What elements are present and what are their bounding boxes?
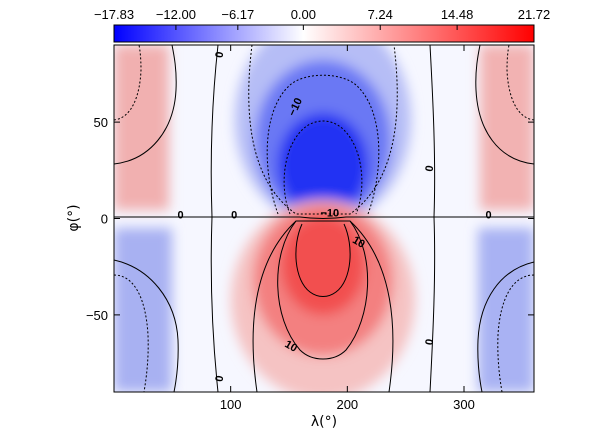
x-axis-title: λ(°) [311, 414, 337, 430]
contour-minus-fifteen [283, 120, 363, 215]
region-red-upper-right [480, 45, 534, 210]
contour-minus-five-lower-right [497, 274, 534, 392]
contour-zero-right-meridian [429, 45, 436, 392]
contour-zero-upper-right [475, 45, 534, 165]
colorbar-tick-label: 0.00 [291, 7, 316, 22]
contour-label: 0 [214, 375, 227, 383]
contour-plus-fifteen [295, 223, 351, 297]
colorbar-tick-label: 21.72 [518, 7, 551, 22]
contour-zero-upper-left [114, 45, 177, 165]
contour-plus-five [252, 220, 394, 392]
colorbar-tick-label: −12.00 [156, 7, 196, 22]
region-red-upper-left [114, 45, 169, 210]
x-tick-label: 300 [453, 397, 475, 412]
contour-zero-lower-left [114, 259, 179, 392]
region-red-south-core [281, 215, 365, 315]
contour-plus-ten [277, 220, 369, 360]
y-tick-label: 50 [94, 115, 108, 130]
x-axis: 100 200 300 [220, 45, 475, 412]
contour-zero-equator [114, 216, 534, 219]
region-blue-north-core [278, 113, 368, 217]
region-blue-lower-right [478, 228, 534, 392]
colorbar-tick-label: 7.24 [368, 7, 393, 22]
contour-label: 10 [283, 338, 300, 355]
colorbar-tick-label: −6.17 [221, 7, 254, 22]
colorbar: −17.83 −12.00 −6.17 0.00 7.24 14.48 21.72 [94, 7, 551, 43]
contour-label: 10 [350, 234, 367, 251]
x-tick-label: 100 [220, 397, 242, 412]
region-blue-lower-left [114, 228, 172, 392]
contour-label: 0 [485, 210, 491, 222]
contour-zero-left-meridian [210, 45, 219, 392]
y-axis-title: φ(°) [66, 204, 82, 231]
colorbar-gradient [113, 24, 535, 43]
contour-label: 0 [214, 51, 227, 59]
contour-plus-five-upper-left [114, 45, 142, 121]
contour-label: 0 [231, 210, 237, 222]
colorbar-tick-label: 14.48 [441, 7, 474, 22]
contour-minus-ten [266, 74, 380, 215]
y-tick-label: 0 [101, 212, 108, 227]
y-axis: −50 0 50 [86, 115, 534, 323]
contour-label: −10 [320, 208, 339, 220]
contour-label: 0 [177, 210, 183, 222]
colorbar-tick-label: −17.83 [94, 7, 134, 22]
contour-label: 0 [424, 338, 437, 346]
contour-minus-five-lower-left [114, 274, 149, 392]
contour-minus-five [248, 45, 398, 215]
contour-plus-five-upper-right [506, 45, 534, 121]
x-tick-label: 200 [336, 397, 358, 412]
contour-zero-lower-right [477, 261, 534, 392]
y-tick-label: −50 [86, 308, 108, 323]
contour-label: 0 [424, 164, 437, 172]
